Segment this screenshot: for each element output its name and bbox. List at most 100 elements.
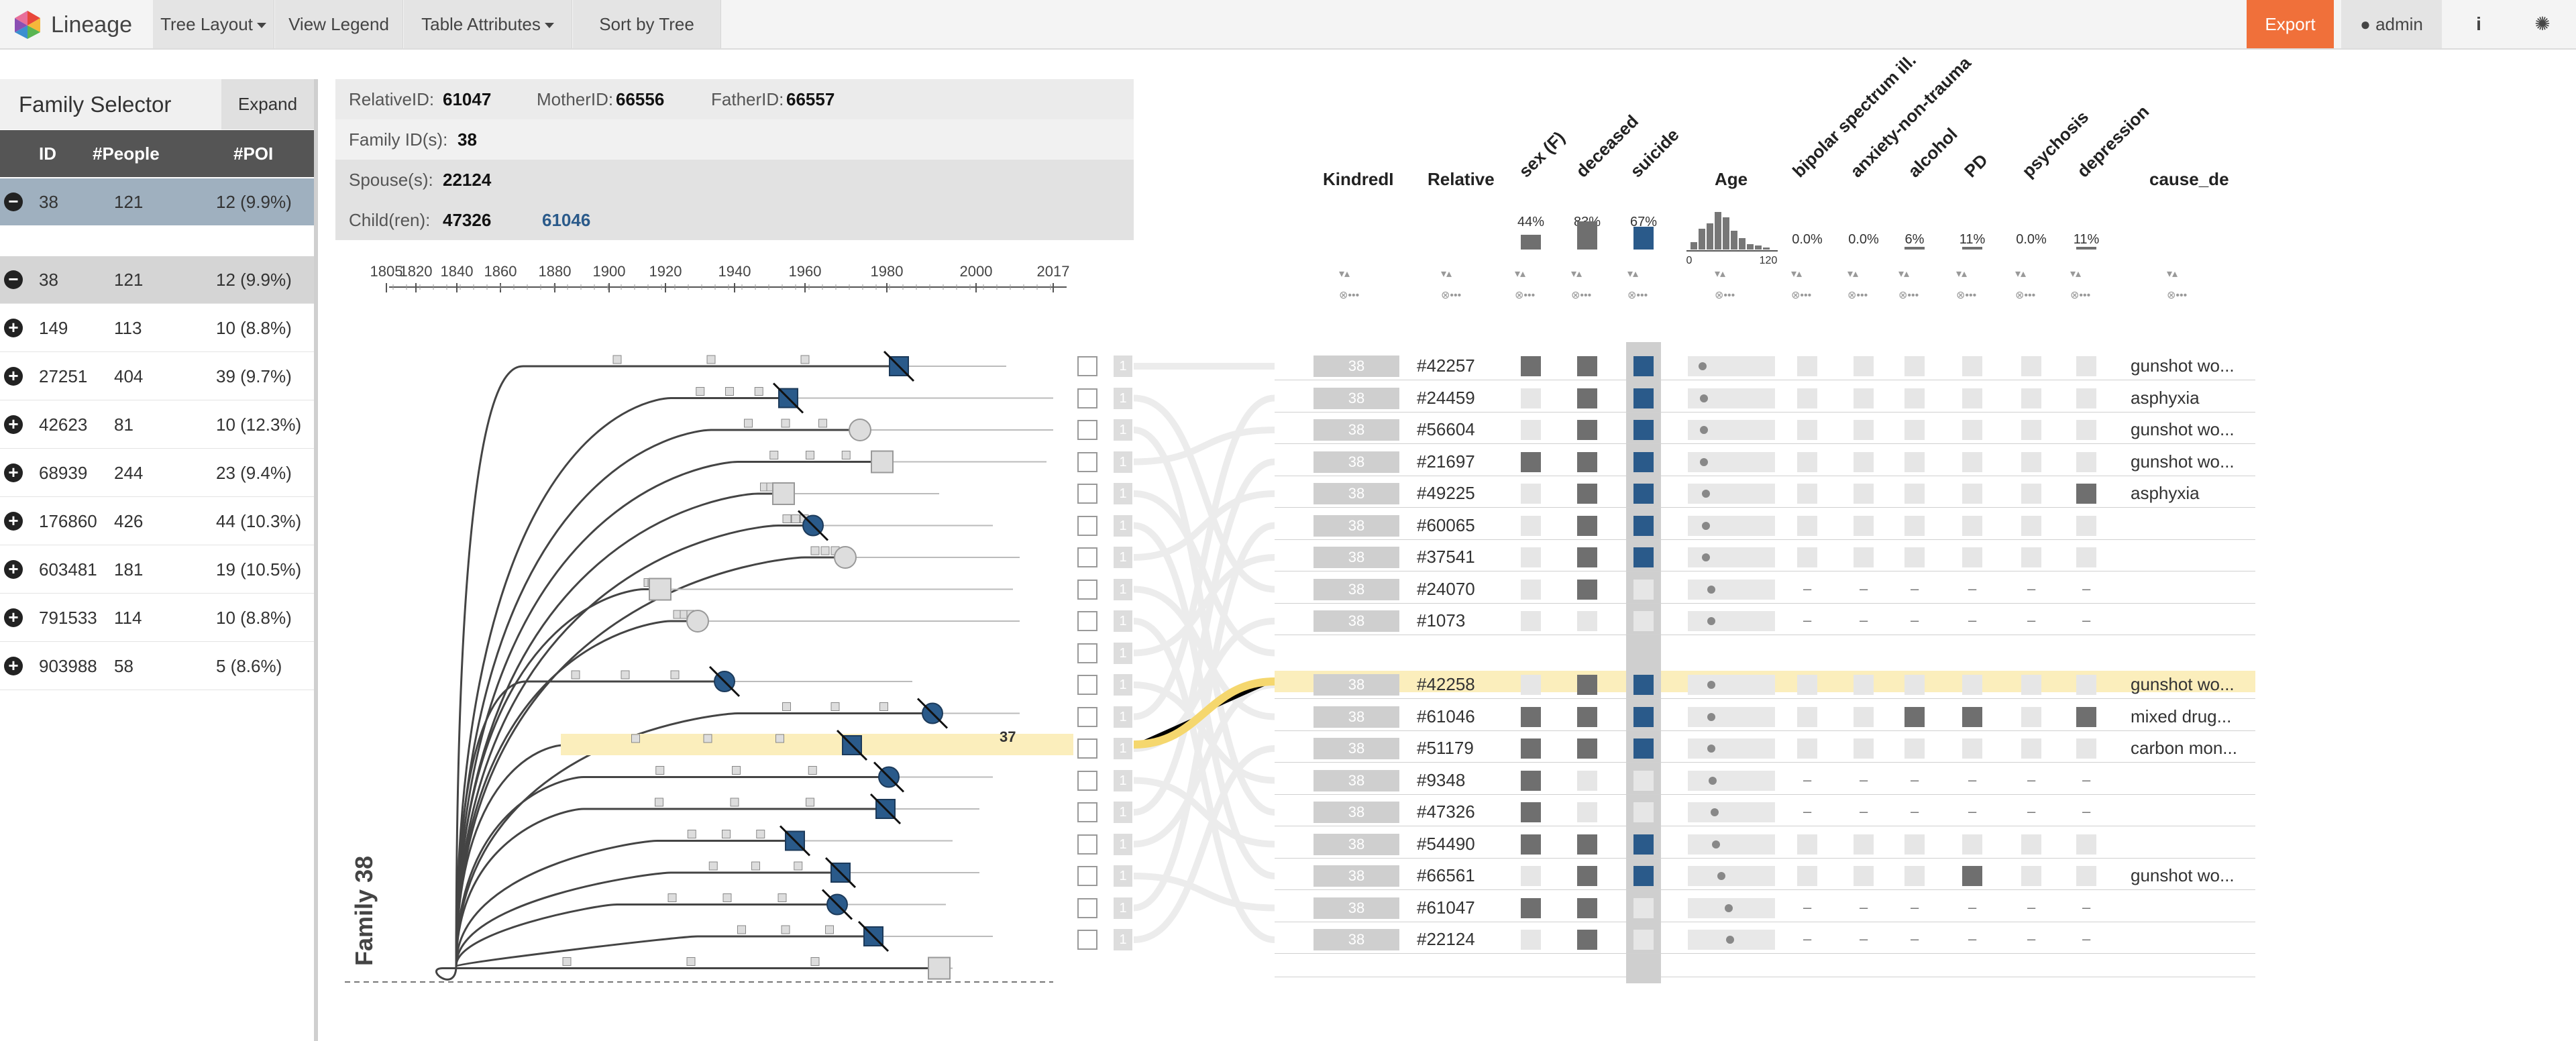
sort-arrows-icon[interactable]: ▾▴	[2167, 268, 2178, 280]
filter-clear-icon[interactable]: ⊗•••	[1627, 290, 1648, 301]
table-attributes-menu[interactable]: Table Attributes	[404, 0, 572, 48]
relative-id-cell[interactable]: #51179	[1417, 738, 1474, 758]
male-node[interactable]	[928, 956, 951, 980]
tree-layout-menu[interactable]: Tree Layout	[153, 0, 274, 48]
row-checkbox[interactable]	[1077, 643, 1097, 663]
parent-marker[interactable]	[737, 925, 746, 934]
parent-marker[interactable]	[810, 957, 820, 966]
parent-marker[interactable]	[820, 546, 830, 555]
sort-arrows-icon[interactable]: ▾▴	[1956, 268, 1968, 280]
parent-marker[interactable]	[781, 925, 790, 934]
family-row[interactable]: −38 121 12 (9.9%)	[0, 256, 314, 304]
family-row[interactable]: +176860 426 44 (10.3%)	[0, 498, 314, 545]
family-row[interactable]: +42623 81 10 (12.3%)	[0, 401, 314, 449]
filter-clear-icon[interactable]: ⊗•••	[1441, 290, 1462, 301]
cause-column-header[interactable]: cause_de	[2149, 169, 2229, 189]
relative-id-cell[interactable]: #24459	[1417, 387, 1475, 408]
parent-marker[interactable]	[686, 957, 696, 966]
poi-column-header[interactable]: #POI	[233, 144, 274, 164]
parent-marker[interactable]	[782, 702, 791, 711]
sort-arrows-icon[interactable]: ▾▴	[1847, 268, 1859, 280]
relative-id-cell[interactable]: #66561	[1417, 865, 1475, 885]
row-checkbox[interactable]	[1077, 930, 1097, 950]
parent-marker[interactable]	[756, 830, 765, 838]
sort-arrows-icon[interactable]: ▾▴	[2070, 268, 2082, 280]
parent-marker[interactable]	[769, 451, 779, 459]
filter-clear-icon[interactable]: ⊗•••	[2167, 290, 2188, 301]
parent-marker[interactable]	[841, 451, 851, 459]
relative-id-cell[interactable]: #42257	[1417, 355, 1475, 376]
family-row[interactable]: +68939 244 23 (9.4%)	[0, 449, 314, 497]
family-row[interactable]: +603481 181 19 (10.5%)	[0, 546, 314, 594]
expand-icon[interactable]: +	[4, 657, 23, 675]
expand-icon[interactable]: +	[4, 608, 23, 627]
expand-icon[interactable]: +	[4, 319, 23, 337]
relative-id-cell[interactable]: #61046	[1417, 706, 1475, 726]
row-checkbox[interactable]	[1077, 706, 1097, 727]
filter-clear-icon[interactable]: ⊗•••	[1847, 290, 1868, 301]
parent-marker[interactable]	[744, 419, 753, 428]
collapse-icon[interactable]: −	[4, 270, 23, 289]
row-checkbox[interactable]	[1077, 770, 1097, 791]
export-button[interactable]: Export	[2247, 0, 2334, 48]
collapse-icon[interactable]: −	[4, 193, 23, 211]
child-value[interactable]: 47326	[443, 210, 492, 230]
parent-marker[interactable]	[621, 670, 630, 679]
filter-clear-icon[interactable]: ⊗•••	[2070, 290, 2091, 301]
parent-marker[interactable]	[655, 798, 663, 807]
expand-icon[interactable]: +	[4, 512, 23, 531]
row-checkbox[interactable]	[1077, 611, 1097, 631]
row-checkbox[interactable]	[1077, 579, 1097, 600]
expand-icon[interactable]: +	[4, 560, 23, 579]
row-checkbox[interactable]	[1077, 802, 1097, 822]
parent-marker[interactable]	[879, 702, 888, 711]
parent-marker[interactable]	[696, 387, 705, 396]
sort-by-tree-button[interactable]: Sort by Tree	[573, 0, 721, 48]
parent-marker[interactable]	[751, 861, 760, 871]
male-node[interactable]	[871, 450, 894, 474]
info-icon[interactable]: i	[2476, 13, 2481, 34]
parent-marker[interactable]	[754, 387, 763, 396]
parent-marker[interactable]	[631, 734, 640, 743]
family-row[interactable]: +27251 404 39 (9.7%)	[0, 353, 314, 400]
relative-id-cell[interactable]: #47326	[1417, 802, 1475, 822]
parent-marker[interactable]	[806, 451, 814, 459]
parent-marker[interactable]	[810, 546, 820, 555]
parent-marker[interactable]	[777, 893, 787, 902]
relative-column-header[interactable]: Relative	[1428, 169, 1495, 189]
child-value-linked[interactable]: 61046	[542, 210, 591, 230]
parent-marker[interactable]	[775, 734, 784, 743]
parent-marker[interactable]	[708, 861, 718, 871]
female-node[interactable]	[834, 546, 857, 569]
parent-marker[interactable]	[791, 514, 800, 523]
parent-marker[interactable]	[571, 670, 580, 679]
parent-marker[interactable]	[670, 670, 680, 679]
sort-arrows-icon[interactable]: ▾▴	[1339, 268, 1350, 280]
brand[interactable]: Lineage	[12, 8, 132, 42]
row-checkbox[interactable]	[1077, 897, 1097, 918]
parent-marker[interactable]	[706, 355, 716, 364]
female-node[interactable]	[686, 610, 709, 633]
row-checkbox[interactable]	[1077, 675, 1097, 695]
relative-id-cell[interactable]: #42258	[1417, 674, 1475, 694]
row-checkbox[interactable]	[1077, 866, 1097, 886]
family-row[interactable]: +903988 58 5 (8.6%)	[0, 643, 314, 690]
sort-arrows-icon[interactable]: ▾▴	[1791, 268, 1803, 280]
sort-arrows-icon[interactable]: ▾▴	[1441, 268, 1452, 280]
row-checkbox[interactable]	[1077, 834, 1097, 855]
relative-id-cell[interactable]: #1073	[1417, 610, 1466, 631]
parent-marker[interactable]	[655, 766, 665, 775]
relative-id-cell[interactable]: #37541	[1417, 547, 1475, 567]
parent-marker[interactable]	[722, 830, 731, 838]
kindred-column-header[interactable]: KindredI	[1323, 169, 1394, 189]
relative-id-cell[interactable]: #60065	[1417, 514, 1475, 535]
parent-marker[interactable]	[800, 355, 810, 364]
admin-menu[interactable]: ● admin	[2341, 0, 2442, 48]
sort-arrows-icon[interactable]: ▾▴	[1515, 268, 1526, 280]
parent-marker[interactable]	[808, 766, 817, 775]
expand-button[interactable]: Expand	[221, 79, 314, 129]
parent-marker[interactable]	[782, 514, 792, 523]
view-legend-button[interactable]: View Legend	[275, 0, 403, 48]
family-row[interactable]: +149 113 10 (8.8%)	[0, 305, 314, 352]
relative-id-cell[interactable]: #9348	[1417, 769, 1466, 790]
